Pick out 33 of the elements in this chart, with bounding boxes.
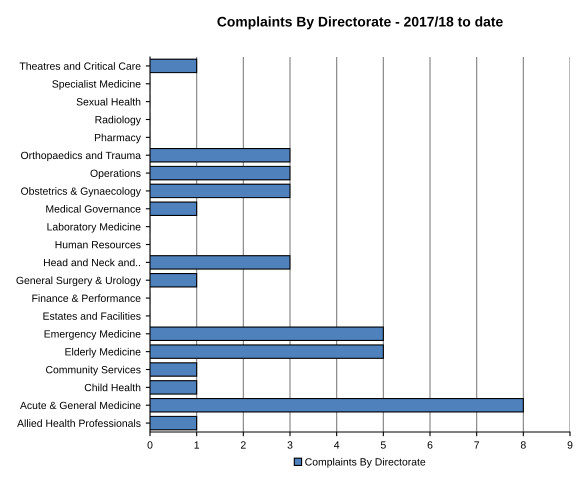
x-tick-label: 5: [380, 441, 386, 449]
y-tick-label: Laboratory Medicine: [47, 222, 141, 233]
y-tick-label: Estates and Facilities: [43, 312, 141, 320]
y-tick-label: Allied Health Professionals: [17, 419, 141, 427]
y-tick-label: Elderly Medicine: [65, 348, 141, 358]
y-tick-label: Emergency Medicine: [44, 330, 141, 340]
x-tick-label: 8: [520, 441, 526, 449]
legend-label: Complaints By Directorate: [305, 458, 426, 468]
chart-title: Complaints By Directorate - 2017/18 to date: [217, 16, 503, 30]
x-tick-label: 4: [334, 441, 340, 449]
y-tick-label: Child Health: [84, 384, 140, 392]
x-tick-label: 1: [194, 441, 200, 449]
y-tick-label: Obstetrics & Gynaecology: [21, 187, 141, 197]
y-tick-label: Specialist Medicine: [52, 80, 141, 90]
y-tick-label: Human Resources: [56, 241, 141, 248]
y-tick-label: Sexual Health: [76, 98, 140, 106]
y-tick-label: Medical Governance: [46, 205, 141, 213]
y-tick-label: Pharmacy: [94, 134, 141, 144]
x-tick-label: 3: [288, 441, 292, 449]
y-tick-label: Orthopaedics and Trauma: [21, 151, 141, 162]
y-tick-label: General Surgery & Urology: [16, 276, 141, 286]
y-tick-label: Community Services: [46, 366, 141, 376]
y-tick-label: Head and Neck and..: [44, 258, 140, 266]
y-tick-label: Acute & General Medicine: [20, 401, 141, 410]
x-tick-label: 9: [568, 441, 572, 449]
y-tick-label: Radiology: [96, 116, 141, 126]
y-tick-label: Operations: [90, 169, 141, 180]
x-tick-label: 6: [428, 441, 432, 449]
y-tick-label: Finance & Performance: [32, 294, 141, 302]
y-tick-label: Theatres and Critical Care: [20, 62, 141, 70]
x-tick-label: 7: [474, 441, 480, 449]
x-tick-label: 2: [240, 441, 246, 449]
x-tick-label: 0: [148, 441, 152, 449]
